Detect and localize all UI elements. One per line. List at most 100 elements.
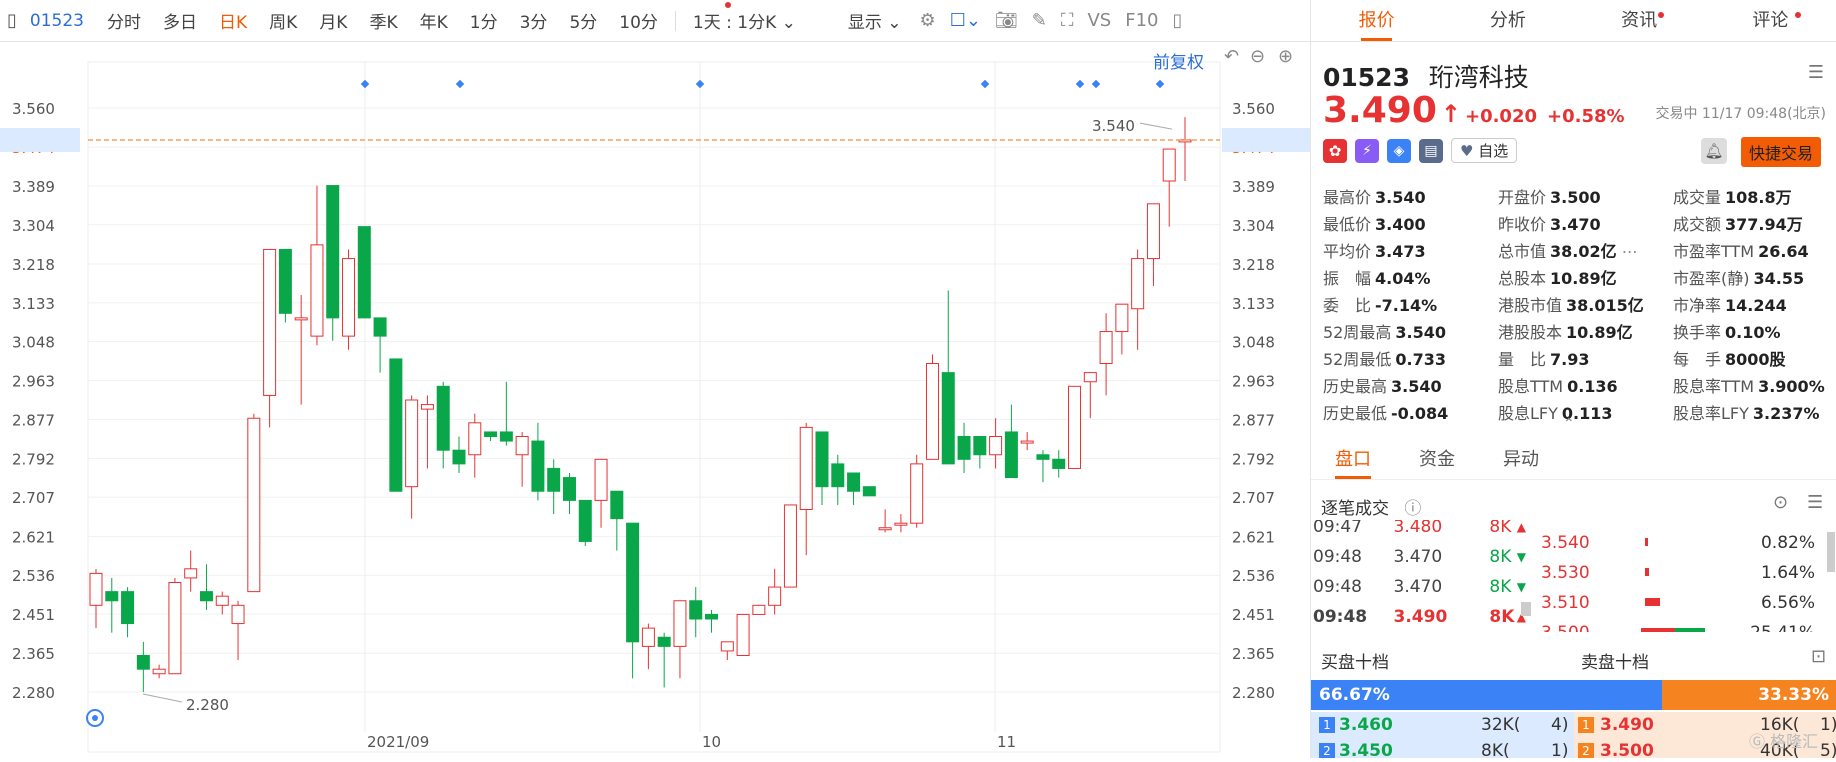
quote-label: 52周最高 (1323, 323, 1392, 342)
add-watchlist-button[interactable]: ♥ 自选 (1451, 138, 1518, 163)
period-tab[interactable]: 年K (419, 13, 448, 33)
period-tab[interactable]: 月K (319, 13, 348, 33)
stock-code-tab[interactable]: 01523 (29, 10, 84, 31)
quote-label: 成交额 (1673, 215, 1722, 234)
quote-row: 最低价 3.400 昨收价 3.470 成交额 377.94万 (1323, 211, 1833, 238)
tab-quote[interactable]: 报价 (1311, 0, 1442, 41)
period-select[interactable]: 1天 : 1分K ⌄ (682, 8, 807, 33)
period-tab[interactable]: 5分 (569, 13, 598, 33)
sidebar-toggle-icon[interactable]: ▯ (7, 10, 17, 31)
quote-cell: 总股本 10.89亿 (1498, 265, 1673, 292)
f10-button[interactable]: F10 (1125, 10, 1159, 31)
candle-body (389, 358, 403, 492)
candle-body (720, 641, 734, 652)
quote-cell: 振 幅 4.04% (1323, 265, 1498, 292)
period-tab[interactable]: 3分 (519, 13, 548, 33)
event-marker-icon (980, 79, 990, 89)
max-pointer (1139, 122, 1173, 130)
current-price-right-band (1222, 127, 1310, 152)
period-tab[interactable]: 10分 (619, 13, 658, 33)
x-tick-label: 11 (997, 733, 1016, 751)
candle-body (105, 591, 119, 602)
quote-label: 52周最低 (1323, 350, 1392, 369)
quote-row: 历史最高 3.540 股息TTM 0.136 股息率TTM 3.900% (1323, 373, 1833, 400)
watermark: Ⓖ 格隆汇 (1749, 728, 1818, 752)
period-tab[interactable]: 分时 (107, 13, 141, 33)
y-tick-label-right: 3.133 (1232, 295, 1275, 313)
min-pointer (142, 693, 183, 703)
ask-row[interactable]: 1 3.490 16K(1) (1574, 712, 1836, 738)
zoom-in-icon[interactable]: ⊕ (1278, 46, 1294, 67)
candle-body (626, 522, 640, 643)
quote-row: 52周最低 0.733 量 比 7.93 每 手 8000股 (1323, 346, 1833, 373)
tab-movement[interactable]: 异动 (1503, 449, 1539, 470)
candle-body (815, 431, 829, 488)
quote-value: 0.136 (1567, 377, 1618, 396)
vs-button[interactable]: VS (1087, 10, 1112, 31)
restore-adjust-button[interactable]: 前复权 (1153, 53, 1204, 73)
quote-tabs: 报价 分析 资讯 评论 (1311, 0, 1836, 42)
dist-scrollbar[interactable] (1827, 532, 1835, 572)
heart-icon: ♥ (1460, 142, 1474, 160)
quote-value: 10.89亿 (1550, 269, 1617, 288)
ask-row[interactable]: 2 3.500 40K(5) (1574, 738, 1836, 758)
more-icon[interactable]: ⊙ (1773, 492, 1789, 513)
trades-list[interactable]: 09:47 3.480 8K ▲ 09:48 3.470 8K ▼ 09:48 3.470 8K ▼ 0… (1311, 520, 1526, 632)
bid-row[interactable]: 1 3.460 32K(4) (1311, 712, 1574, 738)
collapse-icon[interactable]: ⌃ (1563, 416, 1575, 432)
period-tab[interactable]: 季K (369, 13, 398, 33)
stock-title: 01523 珩湾科技 (1323, 58, 1529, 94)
triangle-down-icon: ▼ (1516, 550, 1526, 564)
kline-chart[interactable]: 3.5603.5603.4743.4743.3893.3893.3043.304… (0, 42, 1310, 758)
more-icon[interactable]: ⋯ (1616, 242, 1638, 261)
period-tab[interactable]: 周K (269, 13, 298, 33)
period-tab[interactable]: 1分 (469, 13, 498, 33)
camera-icon[interactable]: 📷︎ (994, 10, 1018, 31)
gear-icon[interactable]: ⚙ (919, 10, 936, 31)
y-tick-label-left: 3.218 (12, 256, 55, 274)
candle-body (752, 604, 766, 615)
panel-icon[interactable]: ▯ (1172, 10, 1183, 31)
quote-value: 8000股 (1725, 350, 1786, 369)
period-tab[interactable]: 日K (219, 13, 248, 33)
tab-orderbook[interactable]: 盘口 (1311, 440, 1395, 479)
period-tab[interactable]: 多日 (163, 13, 197, 33)
tab-news[interactable]: 资讯 (1574, 0, 1705, 41)
add-watchlist-label: 自选 (1478, 142, 1509, 160)
candle-body (310, 244, 324, 337)
quote-cell: 市盈率(静) 34.55 (1673, 265, 1833, 292)
quote-cell: 历史最高 3.540 (1323, 373, 1498, 400)
ask-level: 1 (1578, 717, 1594, 733)
candle-body (847, 472, 861, 492)
dist-pct: 25.41% (1750, 618, 1815, 632)
book-settings-icon[interactable]: ⊡ (1811, 646, 1827, 667)
note-icon[interactable]: ▤ (1419, 138, 1443, 163)
quote-label: 昨收价 (1498, 215, 1547, 234)
tab-analysis[interactable]: 分析 (1489, 10, 1526, 31)
undo-icon[interactable]: ↶ (1224, 46, 1240, 67)
candle-body (1020, 440, 1034, 444)
watermark-logo: Ⓖ (1749, 732, 1766, 751)
tab-capital[interactable]: 资金 (1419, 449, 1455, 470)
fullscreen-icon[interactable]: ⛶ (1060, 10, 1074, 31)
pencil-icon[interactable]: ✎ (1031, 10, 1047, 31)
bell-icon[interactable]: 🔔︎ (1701, 138, 1727, 164)
dist-pct: 1.64% (1760, 563, 1815, 583)
quote-cell: 开盘价 3.500 (1498, 184, 1673, 211)
menu-icon[interactable]: ☰ (1807, 492, 1824, 513)
dist-pct: 6.56% (1760, 593, 1815, 613)
square-icon[interactable]: ☐⌄ (949, 10, 981, 31)
display-menu[interactable]: 显示 ⌄ (837, 8, 913, 33)
tab-comments[interactable]: 评论 (1705, 0, 1836, 41)
candle-body (342, 258, 356, 337)
y-tick-label-right: 2.707 (1232, 489, 1275, 507)
info-icon[interactable]: ⓘ (1404, 499, 1422, 519)
list-icon[interactable]: ☰ (1807, 62, 1824, 83)
y-tick-label-right: 3.304 (1232, 217, 1275, 235)
bid-row[interactable]: 2 3.450 8K(1) (1311, 738, 1574, 758)
scrollbar[interactable] (1521, 602, 1531, 616)
chevron-down-icon: ⌄ (781, 13, 796, 33)
quote-value: 34.55 (1753, 269, 1805, 288)
quick-trade-button[interactable]: 快捷交易 (1741, 137, 1822, 167)
zoom-out-icon[interactable]: ⊖ (1250, 46, 1266, 67)
